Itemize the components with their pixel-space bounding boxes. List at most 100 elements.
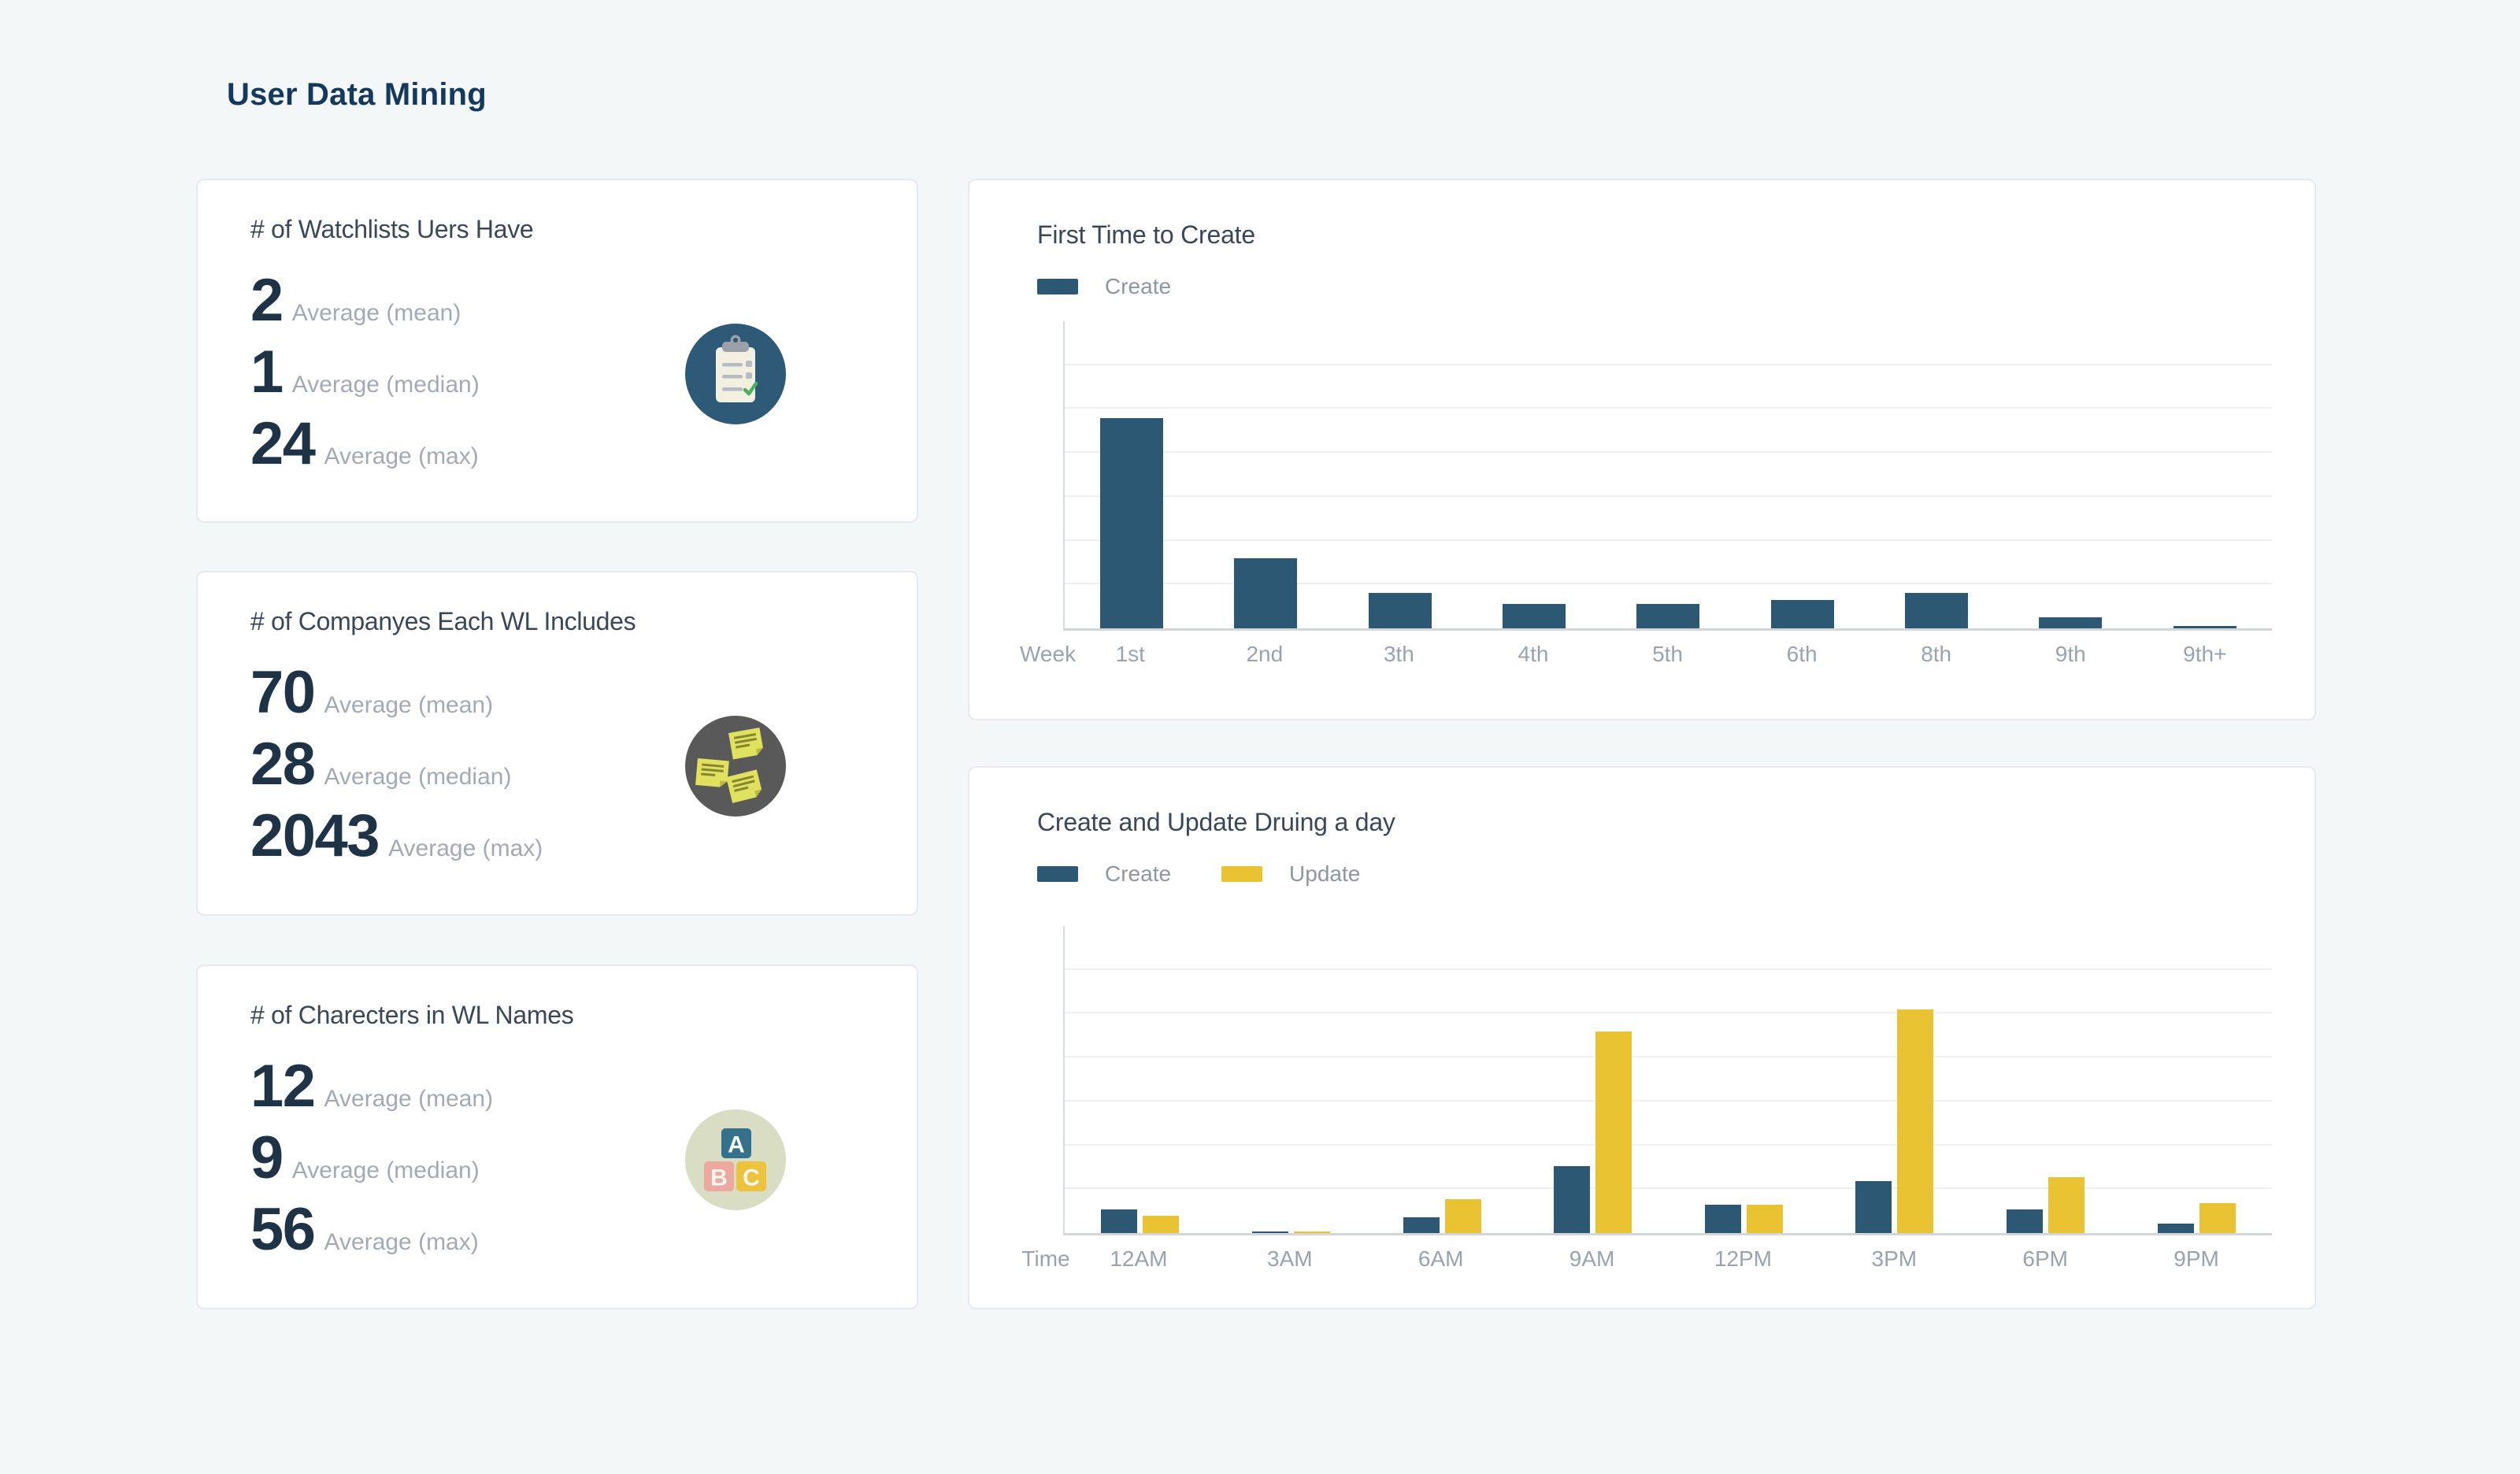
bar-create: [1704, 1205, 1741, 1233]
bar-group: [1366, 926, 1518, 1233]
gridline: [1065, 1056, 2272, 1058]
x-axis-label: 12PM: [1714, 1246, 1773, 1271]
legend-item-create: Create: [1037, 861, 1171, 887]
chart-plot: [1063, 926, 2272, 1235]
svg-text:C: C: [743, 1165, 760, 1191]
bar-create: [1636, 604, 1700, 628]
x-axis-label: 9PM: [2174, 1246, 2219, 1271]
gridline: [1065, 1099, 2272, 1102]
bar-group: [2003, 321, 2137, 628]
gridline: [1065, 1012, 2272, 1014]
x-axis-label: 5th: [1652, 642, 1683, 666]
x-axis-label: 8th: [1921, 642, 1952, 666]
stat-label: Average (mean): [291, 300, 461, 326]
x-axis-labels: Week 1st 2nd 3th 4th 5th 6th 8th 9th 9th+: [1020, 642, 2272, 667]
stat-card-title: # of Companyes Each WL Includes: [250, 607, 636, 635]
gridline: [1065, 583, 2272, 585]
stat-rows: 12 Average (mean) 9 Average (median) 56 …: [250, 1057, 917, 1272]
bar-update: [1293, 1231, 1330, 1233]
bar-create: [1403, 1217, 1440, 1233]
legend-swatch-create: [1037, 866, 1078, 882]
bar-create: [1905, 593, 1969, 628]
chart-title: Create and Update Druing a day: [1037, 808, 1395, 836]
chart-legend: Create: [1037, 274, 2272, 298]
bar-create: [1100, 417, 1164, 628]
stat-row: 56 Average (max): [250, 1200, 917, 1272]
gridline: [1065, 1187, 2272, 1190]
bar-create: [2007, 1209, 2044, 1233]
legend-label: Create: [1105, 861, 1172, 886]
svg-text:A: A: [728, 1132, 745, 1158]
gridline: [1065, 968, 2272, 970]
chart-card-first-time-to-create: First Time to Create Create Week 1st 2nd 3…: [968, 179, 2316, 720]
stat-card-characters: # of Charecters in WL Names 12 Average (…: [196, 965, 918, 1309]
abc-blocks-icon: A B C: [685, 1109, 786, 1210]
bar-group: [1518, 926, 1669, 1233]
stat-row: 28 Average (median): [250, 735, 917, 806]
bar-update: [1444, 1198, 1481, 1233]
x-axis-label: 9th: [2055, 642, 2086, 666]
bar-group: [2121, 926, 2272, 1233]
legend-item-update: Update: [1221, 861, 1360, 887]
x-axis-label: 6th: [1786, 642, 1818, 666]
x-axis-label: 9AM: [1569, 1246, 1615, 1271]
page-title: User Data Mining: [227, 77, 487, 112]
stat-card-title: # of Charecters in WL Names: [250, 1001, 574, 1029]
gridline: [1065, 539, 2272, 541]
stat-value: 2043: [250, 802, 380, 869]
bar-create: [2173, 626, 2236, 628]
bar-update: [1143, 1216, 1180, 1233]
bar-create: [1503, 604, 1566, 628]
bar-group: [1601, 321, 1735, 628]
x-axis-label: 6PM: [2022, 1246, 2068, 1271]
stat-label: Average (mean): [324, 692, 494, 718]
bar-update: [2199, 1203, 2236, 1233]
legend-label: Update: [1289, 861, 1361, 886]
gridline: [1065, 407, 2272, 409]
stat-card-companies: # of Companyes Each WL Includes 70 Avera…: [196, 571, 918, 916]
axis-name-label: Week: [1020, 642, 1077, 666]
sticky-notes-icon: [685, 716, 786, 817]
bar-create: [1251, 1231, 1288, 1233]
legend-swatch-create: [1037, 279, 1078, 294]
bar-group: [1736, 321, 1870, 628]
bar-create: [1770, 599, 1834, 628]
bar-create: [1554, 1165, 1591, 1233]
stat-row: 2 Average (mean): [250, 271, 917, 343]
stat-label: Average (median): [291, 1157, 480, 1183]
stat-row: 1 Average (median): [250, 343, 917, 414]
stat-label: Average (max): [324, 1229, 479, 1255]
gridline: [1065, 451, 2272, 454]
bar-update: [2048, 1176, 2085, 1233]
bar-group: [1467, 321, 1601, 628]
stat-value: 70: [250, 659, 316, 726]
x-axis-label: 3PM: [1871, 1246, 1918, 1271]
stat-value: 12: [250, 1053, 316, 1120]
x-axis-label: 3AM: [1267, 1246, 1313, 1271]
stat-label: Average (median): [291, 372, 480, 398]
x-axis-label: 3th: [1383, 642, 1414, 666]
stat-label: Average (max): [324, 443, 479, 469]
legend-item-create: Create: [1037, 274, 1171, 299]
x-axis-label: 1st: [1115, 642, 1145, 666]
stat-rows: 2 Average (mean) 1 Average (median) 24 A…: [250, 271, 917, 486]
stat-value: 56: [250, 1196, 316, 1263]
bar-group: [1065, 321, 1199, 628]
stat-label: Average (median): [324, 764, 512, 790]
x-axis-label: 12AM: [1110, 1246, 1168, 1271]
stat-row: 2043 Average (max): [250, 806, 917, 878]
bar-group: [2138, 321, 2272, 628]
x-axis-label: 9th+: [2183, 642, 2227, 666]
bar-group: [1065, 926, 1216, 1233]
x-axis-label: 4th: [1518, 642, 1549, 666]
bar-group: [1333, 321, 1467, 628]
stat-value: 28: [250, 731, 316, 798]
chart-card-create-update-during-day: Create and Update Druing a day Create Up…: [968, 766, 2316, 1309]
bar-update: [1897, 1009, 1934, 1233]
stat-value: 24: [250, 410, 316, 477]
bar-group: [1216, 926, 1367, 1233]
axis-name-label: Time: [1021, 1246, 1070, 1271]
gridline: [1065, 1143, 2272, 1146]
bar-create: [2039, 617, 2103, 628]
bar-create: [1234, 557, 1298, 628]
